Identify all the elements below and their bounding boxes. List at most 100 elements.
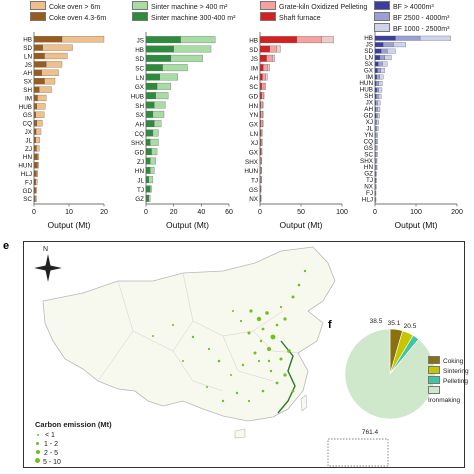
bar-segment	[35, 187, 37, 194]
china-landmass	[42, 246, 336, 422]
bar-segment	[259, 73, 263, 81]
category-label: IM	[251, 65, 258, 72]
bar-segment	[148, 194, 151, 202]
plant-dot	[221, 399, 225, 403]
bar-segment	[162, 64, 188, 72]
bar-segment	[145, 101, 155, 109]
legend-swatch-grate-kiln	[260, 1, 276, 10]
bar-segment	[376, 145, 378, 151]
bar-segment	[395, 35, 421, 41]
bar-segment	[376, 126, 379, 132]
bar-segment	[376, 158, 378, 164]
bar-segment	[145, 73, 160, 81]
x-tick-label: 0	[373, 209, 377, 216]
category-label: HN	[135, 168, 145, 175]
map-legend-item: < 1	[45, 432, 55, 439]
category-label: SHX	[360, 158, 374, 165]
bar-segment	[376, 93, 379, 99]
bar-segment	[35, 136, 40, 144]
x-tick-label: 0	[32, 209, 36, 216]
legend-swatch-sintering	[428, 366, 440, 374]
plant-dot	[217, 359, 221, 363]
bar-segment	[37, 162, 39, 169]
south-sea-inset	[327, 438, 389, 467]
bar-segment	[33, 86, 40, 93]
category-label: SD	[364, 48, 373, 55]
category-label: CQ	[364, 138, 374, 145]
legend-label: BF 2500 - 4000m³	[393, 15, 450, 22]
bar-segment	[145, 110, 154, 118]
bar-segment	[33, 52, 45, 60]
bar-segment	[36, 145, 40, 152]
bar-segment	[33, 170, 37, 177]
category-label: GX	[249, 121, 259, 128]
bar-segment	[375, 106, 378, 112]
legend-label: Coke oven > 6m	[49, 4, 101, 11]
category-label: LN	[250, 131, 259, 138]
bar-segment	[145, 45, 174, 53]
category-label: GZ	[135, 196, 144, 203]
bar-segment	[61, 36, 105, 43]
plant-dot	[172, 324, 174, 326]
bar-segment	[265, 73, 268, 81]
bar-segment	[145, 138, 151, 146]
bar-segment	[41, 69, 59, 76]
legend-swatch-shaft-furnace	[260, 12, 276, 21]
category-label: HN	[249, 103, 259, 110]
legend-coke: Coke oven > 6m Coke oven 4.3-6m	[30, 0, 106, 23]
legend-pellet: Grate-kiln Oxidized Pelleting Shaft furn…	[260, 0, 367, 23]
bar-segment	[33, 44, 43, 51]
dot-size-1-icon	[37, 434, 39, 436]
plant-dot	[230, 374, 232, 376]
category-label: HLJ	[21, 171, 32, 178]
map-legend-item: 5 - 10	[43, 459, 61, 466]
dot-size-3-icon	[36, 450, 40, 454]
panel-label-f: f	[328, 319, 332, 331]
category-label: JS	[137, 37, 144, 44]
bar-segment	[259, 36, 298, 44]
plant-dot	[261, 327, 265, 331]
category-label: SHX	[131, 140, 145, 147]
plant-dot	[287, 349, 291, 353]
bar-segment	[259, 64, 264, 72]
bar-segment	[374, 113, 377, 119]
plant-dot	[267, 347, 271, 351]
plant-dot	[283, 317, 287, 321]
plant-dot	[261, 389, 265, 393]
taiwan-island	[300, 394, 308, 412]
category-label: SH	[135, 103, 144, 110]
bar-segment	[145, 166, 151, 174]
plant-dot	[247, 331, 251, 335]
category-label: SX	[24, 79, 33, 86]
bar-segment	[260, 120, 263, 128]
bar-segment	[35, 111, 45, 118]
bar-segment	[378, 81, 383, 86]
bar-segment	[374, 93, 377, 99]
pie-value-label: 20.5	[404, 323, 417, 330]
bar-segment	[151, 148, 158, 156]
category-label: SD	[135, 56, 144, 63]
legend-label: BF 1000 - 2500m³	[393, 26, 450, 33]
category-label: SC	[135, 65, 144, 72]
map-legend-item: 1 - 2	[44, 441, 59, 448]
bar-segment	[375, 184, 377, 190]
category-label: GS	[364, 145, 373, 152]
pie-legend-label: Sintering	[443, 368, 469, 375]
panel-label-e: e	[3, 240, 10, 252]
category-label: JS	[366, 41, 373, 48]
bar-segment	[374, 87, 377, 93]
category-label: HUB	[131, 93, 144, 100]
category-label: XJ	[251, 140, 258, 147]
category-label: IM	[366, 74, 373, 81]
bar-segment	[145, 36, 181, 44]
category-label: HB	[23, 37, 32, 44]
category-label: GZ	[364, 171, 373, 178]
bar-segment	[384, 55, 392, 61]
category-label: SC	[23, 196, 32, 203]
category-label: NX	[249, 196, 259, 203]
bar-segment	[377, 68, 381, 73]
bar-segment	[173, 45, 212, 53]
bar-segment	[155, 92, 169, 100]
plant-dot	[241, 363, 245, 367]
category-label: TJ	[366, 177, 373, 184]
